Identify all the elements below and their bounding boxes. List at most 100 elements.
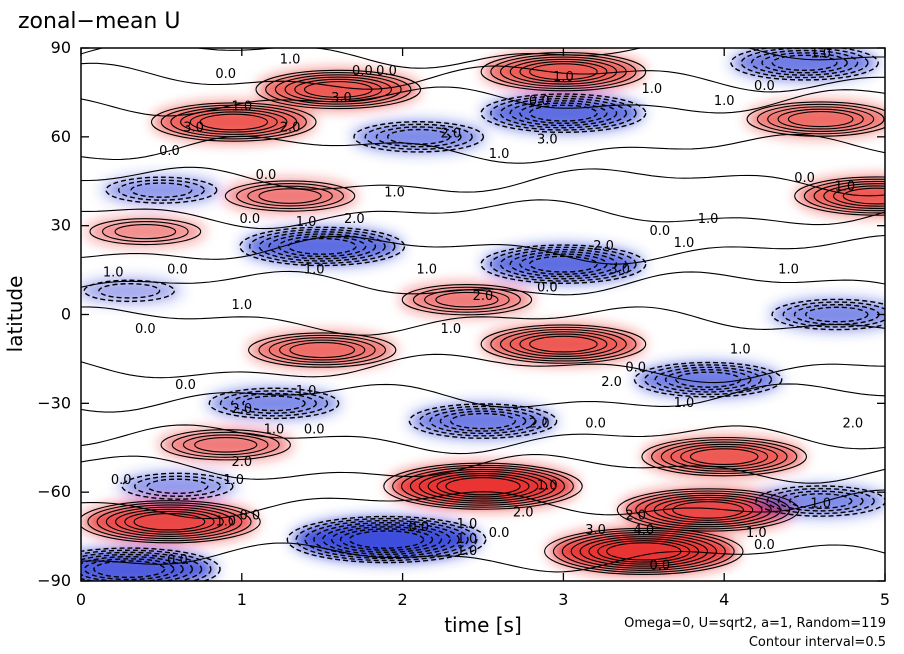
contour-line [427,472,539,500]
contour-line [490,326,637,362]
contour-line [490,246,637,282]
contour-line [499,97,627,129]
contour-label: 0.0 [135,322,156,337]
contour-line [771,54,838,72]
negative-wind-region [754,485,885,517]
contour-label: 1.0 [304,263,325,278]
chart-title: zonal−mean U [18,9,180,34]
contour-label: 0.0 [175,378,196,393]
contour-line [412,286,521,313]
contour-line [528,255,598,273]
contour-line [509,331,618,358]
contour-label: 2.0 [440,126,461,141]
contour-label: 0.0 [352,64,373,79]
positive-wind-region [644,438,805,476]
contour-line [171,431,280,458]
contour-label: 1.0 [296,215,317,230]
contour-label: 1.0 [416,263,437,278]
contour-label: 1.0 [641,82,662,97]
contour-line [529,335,598,353]
negative-wind-region [352,121,485,153]
contour-label: 1.0 [231,298,252,313]
contour-line [83,558,175,581]
zero-contour [81,542,885,573]
contour-label: 2.0 [231,455,252,470]
contour-label: 1.0 [537,479,558,494]
contour-label: 3.0 [537,132,558,147]
contour-line [339,528,434,551]
positive-wind-region [258,70,419,109]
contour-line [400,466,566,506]
contour-label: 2.0 [231,402,252,417]
contour-line [89,218,202,246]
contour-line [134,475,221,497]
zero-contour [81,199,885,230]
contour-line [670,443,778,470]
contour-line [279,339,366,361]
contour-label: 1.0 [553,70,574,85]
contour-label: 2.0 [593,239,614,254]
contour-line [87,502,252,542]
contour-line [509,100,618,127]
contour-line [519,61,608,83]
contour-line [180,109,288,135]
contour-label: 0.0 [239,212,260,227]
contour-line [81,549,212,581]
x-tick-label: 0 [76,590,86,609]
contour-label: 1.0 [489,147,510,162]
positive-wind-region [549,529,738,574]
contour-line [480,244,647,284]
x-tick-label: 5 [880,590,890,609]
contour-line [248,228,396,264]
contour-line [419,405,547,437]
contour-line [519,333,608,355]
contour-line [805,306,869,323]
contour-line [561,531,726,571]
y-tick-label: −30 [37,393,71,412]
contour-label: 2.0 [344,212,365,227]
contour-line [755,485,885,517]
contour-line [480,324,647,364]
positive-wind-region [159,429,292,461]
contour-label: 4.0 [633,523,654,538]
contour-line [182,434,269,456]
negative-wind-region [770,299,885,330]
contour-line [672,501,745,519]
contour-interval-note: Contour interval=0.5 [749,635,886,650]
contour-line [124,510,215,533]
contour-line [746,101,885,137]
contour-line [96,504,243,540]
contour-label: 1.0 [103,266,124,281]
zero-contour [81,133,885,164]
contour-line [248,332,397,368]
contour-line [813,180,885,212]
contour-line [81,551,203,581]
contour-line [435,291,499,308]
x-tick-label: 2 [398,590,408,609]
contour-line [247,185,333,207]
contour-line [392,464,574,508]
zero-contour [81,353,885,384]
zero-contour [81,383,885,413]
zero-contour [81,424,885,455]
contour-line [445,477,521,496]
contour-line [641,436,808,477]
contour-line [268,337,376,363]
contour-line [794,176,885,216]
contour-line [787,111,854,128]
contour-line [766,487,875,515]
contour-line [313,522,460,558]
contour-line [644,494,772,526]
contour-line [803,178,885,214]
contour-line [418,470,548,502]
contour-line [408,403,558,439]
contour-line [208,387,340,420]
contour-line [353,121,485,153]
contour-label: 1.0 [457,532,478,547]
contour-line [579,536,709,567]
contour-label: 1.0 [231,100,252,115]
contour-line [130,182,193,198]
contour-line [750,49,859,76]
contour-label: 0.0 [304,422,325,437]
y-tick-label: 90 [51,38,71,57]
